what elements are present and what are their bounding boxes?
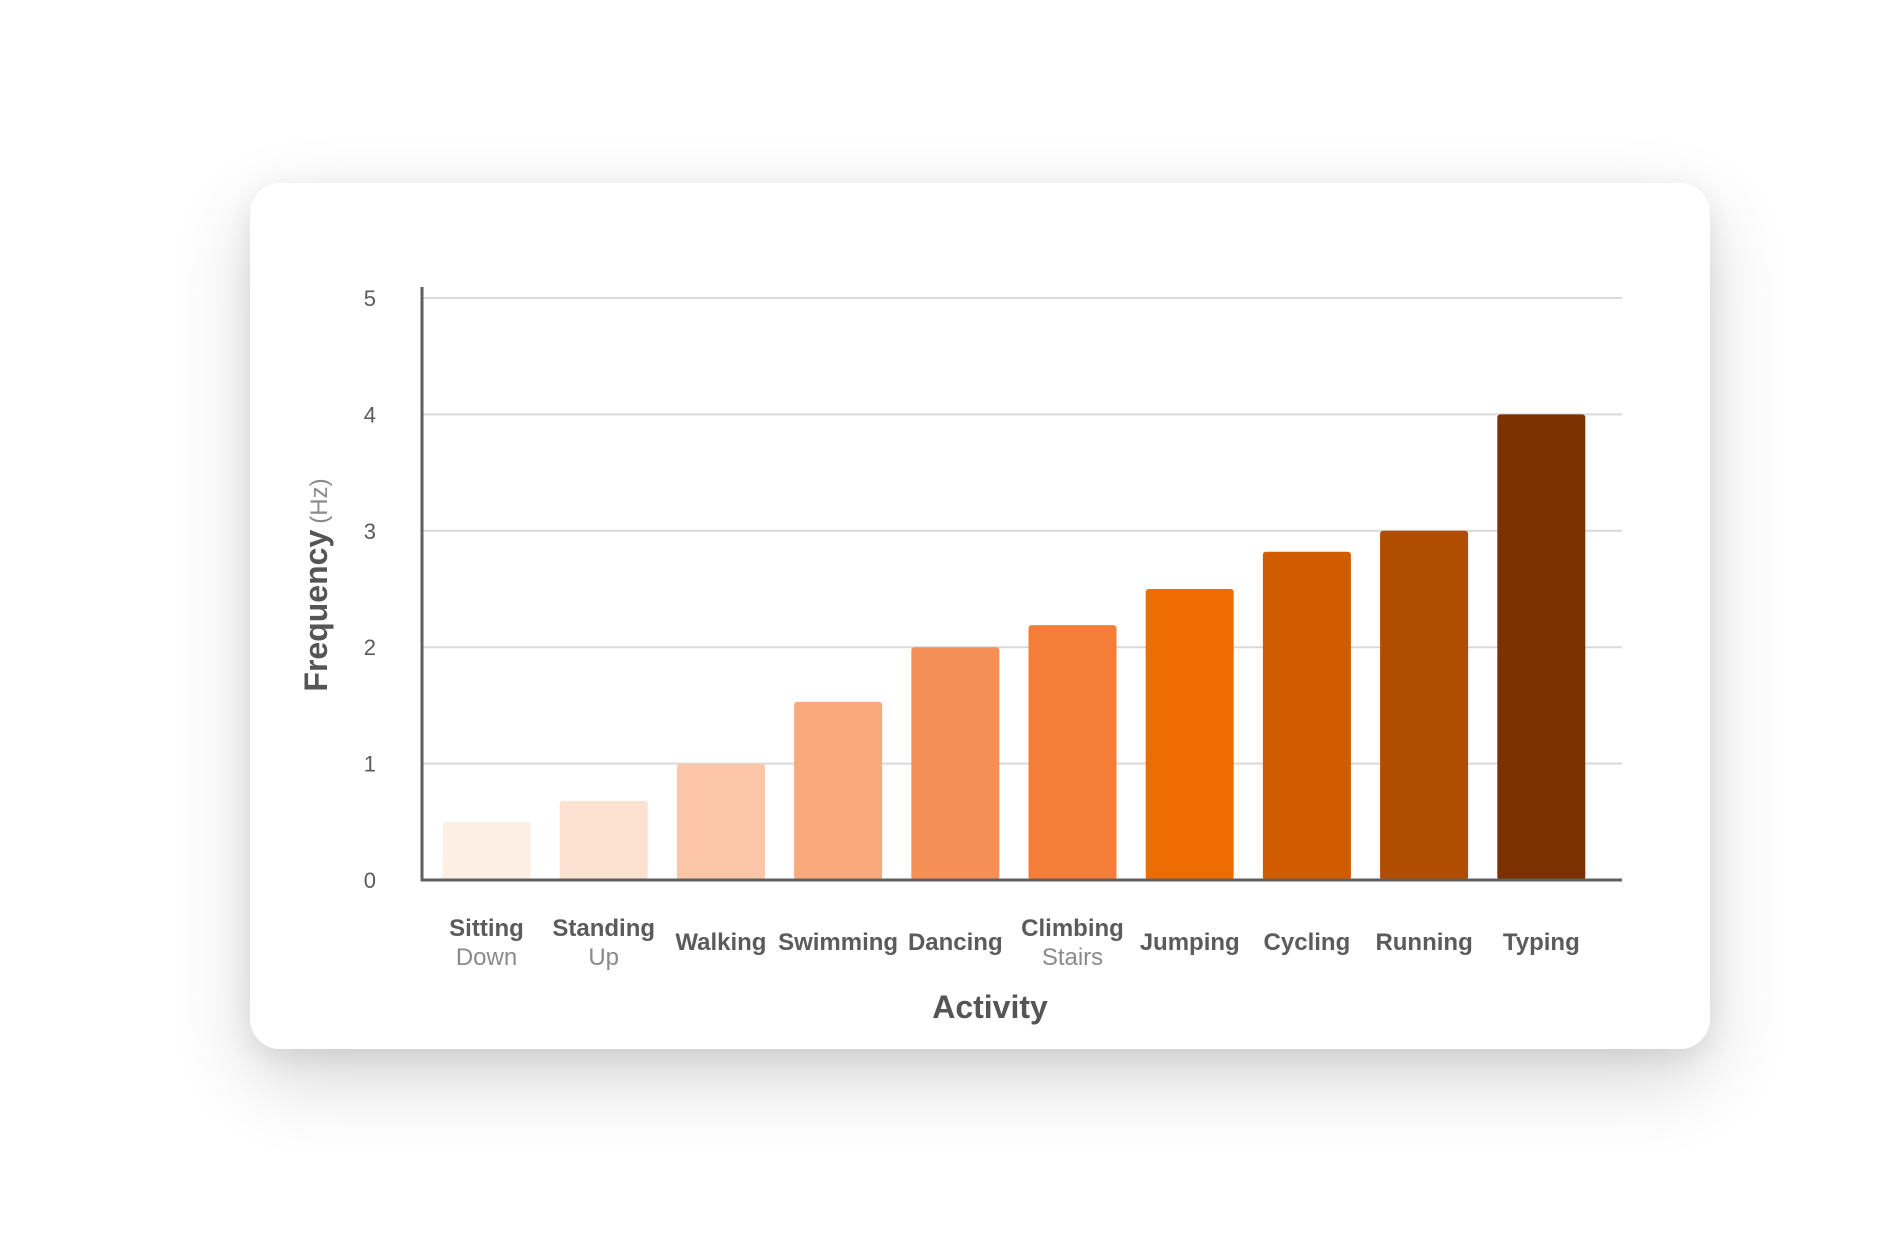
x-tick-sublabel: Up bbox=[588, 944, 619, 971]
y-axis-title-label: Frequency bbox=[298, 530, 334, 692]
bar-running bbox=[1380, 530, 1469, 880]
y-axis-title-unit: (Hz) bbox=[306, 478, 333, 523]
bar-dancing bbox=[911, 647, 1000, 880]
x-tick-label: Dancing bbox=[908, 929, 1003, 956]
y-tick-label: 5 bbox=[364, 286, 376, 311]
x-axis-title: Activity bbox=[932, 989, 1048, 1025]
y-tick-label: 1 bbox=[364, 752, 376, 777]
x-tick-sublabel: Down bbox=[456, 944, 517, 971]
y-tick-label: 3 bbox=[364, 519, 376, 544]
bar-standing bbox=[559, 800, 648, 880]
bar-walking bbox=[676, 763, 765, 880]
y-tick-label: 2 bbox=[364, 635, 376, 660]
y-axis-title: Frequency (Hz) bbox=[298, 478, 334, 691]
bar-cycling bbox=[1262, 551, 1351, 880]
x-tick-label: Cycling bbox=[1264, 929, 1351, 956]
x-tick-label: Typing bbox=[1503, 929, 1580, 956]
x-tick-label: Climbing bbox=[1021, 915, 1124, 942]
bar-sitting bbox=[442, 821, 531, 880]
x-tick-sublabel: Stairs bbox=[1042, 944, 1103, 971]
y-tick-labels: 0 1 2 3 4 5 bbox=[364, 286, 376, 893]
x-tick-label: Standing bbox=[552, 915, 655, 942]
x-tick-label: Walking bbox=[675, 929, 766, 956]
bar-swimming bbox=[794, 701, 883, 880]
x-tick-label: Running bbox=[1375, 929, 1472, 956]
y-tick-label: 4 bbox=[364, 402, 376, 427]
bars bbox=[442, 414, 1586, 880]
x-tick-label: Jumping bbox=[1140, 929, 1240, 956]
bar-climbing bbox=[1028, 625, 1117, 880]
x-tick-label: Sitting bbox=[449, 915, 524, 942]
bar-jumping bbox=[1145, 589, 1234, 880]
y-tick-label: 0 bbox=[364, 868, 376, 893]
bar-typing bbox=[1497, 414, 1586, 880]
axes bbox=[420, 287, 1622, 882]
x-tick-label: Swimming bbox=[778, 929, 898, 956]
